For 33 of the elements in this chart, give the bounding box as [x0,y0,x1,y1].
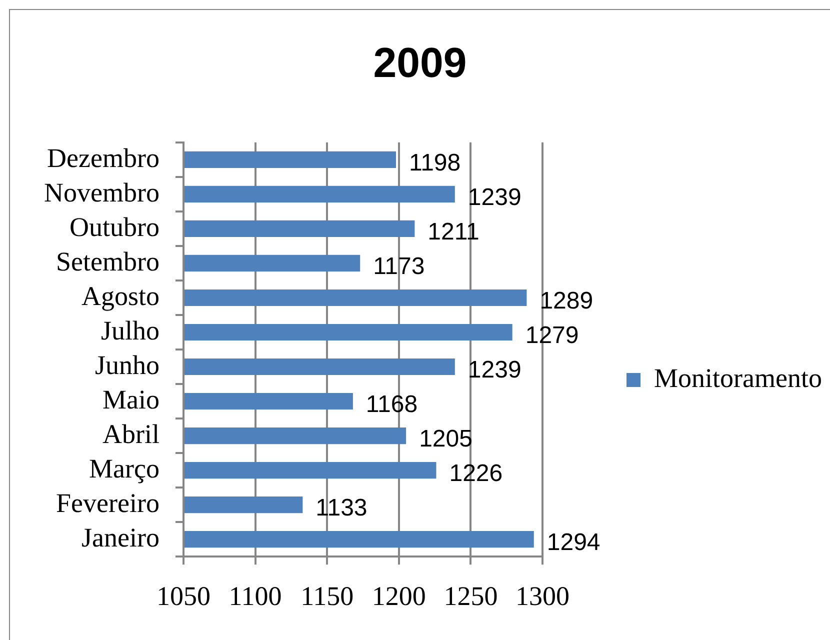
legend-label: Monitoramento [654,363,822,394]
chart-title: 2009 [373,38,467,86]
data-label: 1294 [546,528,600,556]
y-tick-label: Setembro [56,246,160,276]
data-label: 1279 [525,322,579,349]
x-tick-label: 1100 [228,580,282,611]
y-tick-label: Julho [100,315,160,346]
data-label: 1168 [366,390,418,418]
data-label: 1205 [419,425,472,452]
y-tick-label: Dezembro [47,142,160,173]
y-tick-label: Abril [102,418,160,449]
y-tick-label: Junho [94,350,160,380]
data-label: 1239 [468,356,522,384]
x-tick-label: 1150 [300,580,354,611]
data-label: 1239 [468,184,522,211]
x-tick-label: 1300 [516,580,570,611]
y-tick-label: Março [89,453,160,484]
y-tick-label: Agosto [81,280,160,311]
y-tick-label: Fevereiro [56,488,160,518]
y-tick-label: Janeiro [82,522,160,552]
y-tick-label: Outubro [69,212,160,242]
data-label: 1133 [316,494,368,522]
chart-frame: Monitoramento 2009 1050 1100 1150 1200 1250 1300 Dezembro Novembro Outubro Setembro Agosto Julho Junho Maio Abril Março Fevereiro Janeiro 1198 1239 1211 1173 1289 1279 1239 1168 1205 1226 1133 1294 [9,9,830,640]
x-tick-label: 1250 [444,580,498,611]
data-label: 1198 [409,149,461,176]
x-tick-label: 1200 [372,580,426,611]
y-tick-label: Maio [102,384,160,414]
data-label: 1226 [449,460,503,487]
data-label: 1173 [373,252,425,280]
x-tick-label: 1050 [156,580,210,611]
y-tick-label: Novembro [44,177,160,208]
data-label: 1211 [428,218,480,246]
data-label: 1289 [540,287,594,314]
